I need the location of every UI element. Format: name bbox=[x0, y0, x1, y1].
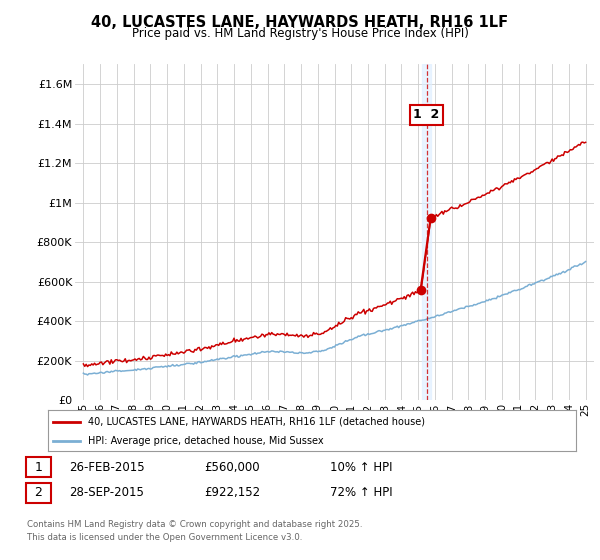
Text: 1  2: 1 2 bbox=[413, 108, 440, 122]
Text: £560,000: £560,000 bbox=[204, 460, 260, 474]
Text: 10% ↑ HPI: 10% ↑ HPI bbox=[330, 460, 392, 474]
Text: 2: 2 bbox=[34, 486, 43, 500]
Text: Contains HM Land Registry data © Crown copyright and database right 2025.
This d: Contains HM Land Registry data © Crown c… bbox=[27, 520, 362, 542]
Text: HPI: Average price, detached house, Mid Sussex: HPI: Average price, detached house, Mid … bbox=[88, 436, 323, 446]
Text: 26-FEB-2015: 26-FEB-2015 bbox=[69, 460, 145, 474]
Text: 1: 1 bbox=[34, 460, 43, 474]
Text: £922,152: £922,152 bbox=[204, 486, 260, 500]
Text: 40, LUCASTES LANE, HAYWARDS HEATH, RH16 1LF: 40, LUCASTES LANE, HAYWARDS HEATH, RH16 … bbox=[91, 15, 509, 30]
Bar bbox=[422, 64, 431, 400]
Text: 28-SEP-2015: 28-SEP-2015 bbox=[69, 486, 144, 500]
Text: Price paid vs. HM Land Registry's House Price Index (HPI): Price paid vs. HM Land Registry's House … bbox=[131, 27, 469, 40]
Text: 40, LUCASTES LANE, HAYWARDS HEATH, RH16 1LF (detached house): 40, LUCASTES LANE, HAYWARDS HEATH, RH16 … bbox=[88, 417, 425, 427]
Text: 72% ↑ HPI: 72% ↑ HPI bbox=[330, 486, 392, 500]
